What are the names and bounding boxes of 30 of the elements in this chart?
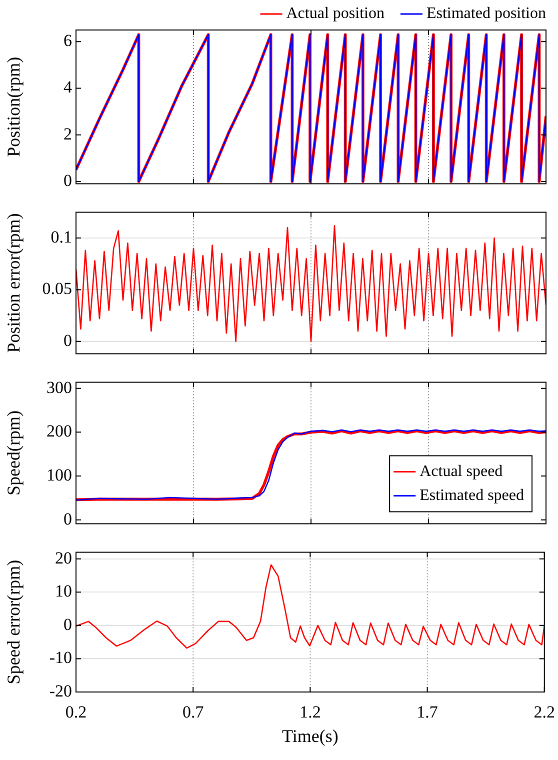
y-tick-label: 4: [64, 78, 72, 97]
y-tick-label: 0: [64, 170, 72, 190]
legend-label: Actual speed: [420, 463, 503, 480]
y-tick-label: 10: [55, 582, 72, 601]
y-tick-label: -20: [49, 681, 72, 700]
y-axis-title: Speed(rpm): [4, 410, 24, 496]
x-tick-label: 0.7: [182, 702, 204, 722]
y-tick-label: 6: [64, 31, 72, 50]
y-tick-label: 0.1: [50, 228, 72, 247]
y-tick-label: 0.05: [42, 279, 72, 298]
y-tick-label: 0: [64, 614, 72, 634]
x-tick-label: 0.2: [65, 702, 87, 722]
y-tick-label: 0: [64, 509, 72, 528]
y-tick-label: 0: [64, 330, 72, 350]
y-tick-label: -10: [49, 648, 72, 668]
y-tick-label: 200: [46, 422, 72, 441]
y-tick-label: 300: [46, 378, 72, 397]
x-axis-title: Time(s): [282, 726, 338, 746]
y-tick-label: 2: [64, 124, 72, 144]
x-tick-label: 1.2: [300, 702, 321, 722]
y-axis-title: Speed error(rpm): [4, 560, 24, 684]
legend-label: Estimated speed: [420, 487, 524, 504]
legend-label: Actual position: [286, 5, 384, 22]
y-axis-title: Position error(rpm): [4, 213, 24, 353]
y-tick-label: 100: [46, 465, 72, 484]
x-tick-label: 1.7: [416, 702, 438, 722]
y-tick-label: 20: [55, 548, 72, 568]
legend-label: Estimated position: [426, 5, 546, 22]
y-axis-title: Position(rpm): [4, 56, 24, 157]
x-tick-label: 2.2: [534, 702, 555, 722]
